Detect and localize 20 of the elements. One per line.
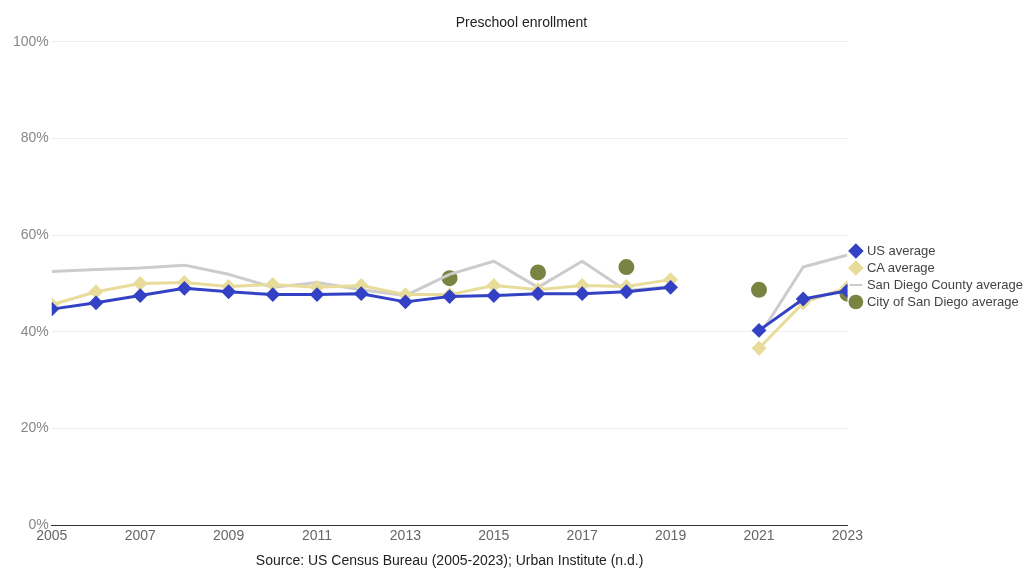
chart-title: Preschool enrollment bbox=[455, 14, 588, 31]
x-tick-label: 2011 bbox=[301, 527, 333, 544]
x-tick-label: 2013 bbox=[389, 527, 422, 544]
legend-label: US average bbox=[866, 242, 936, 258]
legend-label: City of San Diego average bbox=[866, 293, 1019, 309]
y-tick-label: 20% bbox=[20, 419, 49, 436]
source-note: Source: US Census Bureau (2005-2023); Urban Institute (n.d.) bbox=[255, 552, 644, 568]
x-tick-label: 2021 bbox=[743, 527, 775, 544]
y-tick-label: 40% bbox=[20, 322, 49, 339]
x-tick-label: 2019 bbox=[655, 527, 687, 544]
y-tick-label: 100% bbox=[12, 32, 49, 49]
x-tick-label: 2015 bbox=[478, 527, 510, 544]
x-tick-label: 2009 bbox=[213, 527, 245, 544]
legend-label: CA average bbox=[866, 259, 935, 275]
x-tick-label: 2023 bbox=[831, 527, 864, 544]
y-tick-label: 80% bbox=[20, 129, 49, 146]
x-tick-label: 2007 bbox=[124, 527, 156, 544]
y-tick-label: 60% bbox=[20, 226, 49, 243]
x-tick-label: 2017 bbox=[566, 527, 598, 544]
legend-label: San Diego County average bbox=[866, 276, 1024, 292]
